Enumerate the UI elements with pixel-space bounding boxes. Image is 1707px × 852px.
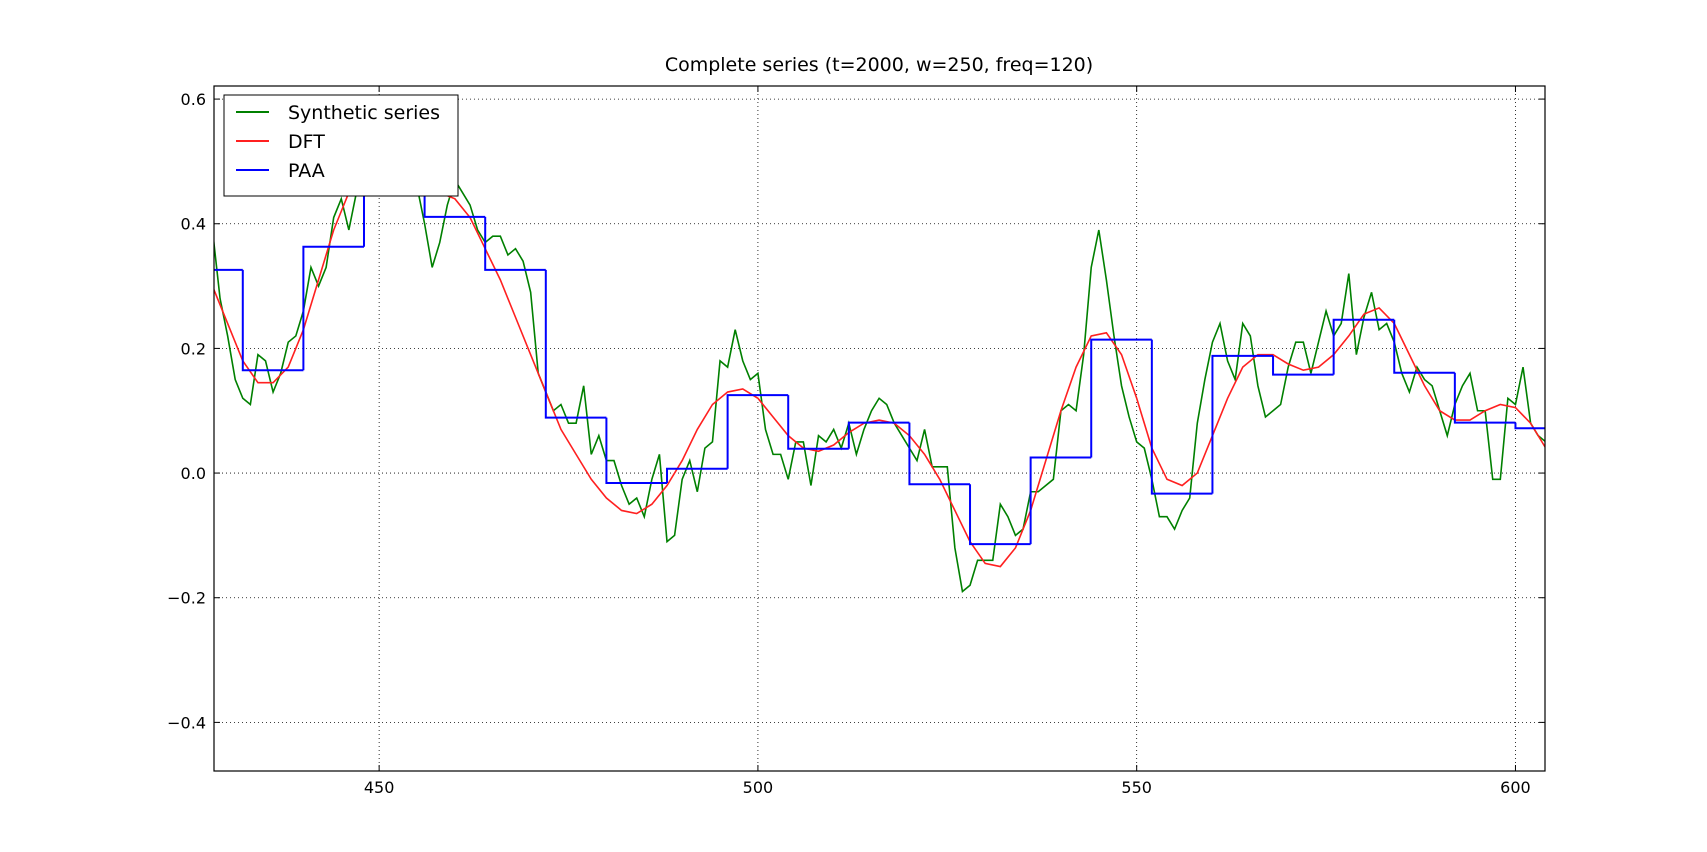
chart-title: Complete series (t=2000, w=250, freq=120… bbox=[665, 54, 1093, 76]
paa-step bbox=[1150, 339, 1213, 495]
paa-step bbox=[302, 245, 364, 371]
axes: 450 500 550 600 −0.4 −0.2 0.0 0.2 0.4 0.6 bbox=[167, 86, 1545, 797]
paa-step bbox=[787, 395, 849, 450]
paa-step bbox=[969, 484, 1031, 546]
legend-label: DFT bbox=[288, 131, 325, 153]
series-line bbox=[214, 179, 1545, 568]
plot-area bbox=[214, 172, 1545, 593]
paa-step bbox=[1332, 318, 1395, 375]
x-tick-label: 600 bbox=[1500, 778, 1531, 797]
x-tick-label: 500 bbox=[743, 778, 774, 797]
y-tick-label: −0.2 bbox=[167, 589, 206, 608]
paa-step bbox=[1393, 319, 1455, 374]
legend-label: PAA bbox=[288, 160, 325, 182]
paa-step bbox=[484, 216, 546, 271]
paa-step bbox=[726, 394, 789, 469]
paa-step bbox=[1453, 372, 1516, 424]
y-tick-label: 0.6 bbox=[181, 90, 206, 109]
x-tick-label: 450 bbox=[364, 778, 395, 797]
paa-step bbox=[241, 269, 304, 372]
paa-step bbox=[1514, 422, 1545, 430]
paa-step bbox=[908, 422, 971, 486]
paa-step bbox=[1272, 355, 1334, 376]
y-tick-label: −0.4 bbox=[167, 713, 206, 732]
y-tick-label: 0.0 bbox=[181, 464, 206, 483]
paa-step bbox=[544, 269, 607, 419]
x-tick-label: 550 bbox=[1121, 778, 1152, 797]
paa-step bbox=[1090, 338, 1152, 458]
paa-step bbox=[847, 421, 910, 449]
axes-frame bbox=[213, 85, 1546, 772]
legend: Synthetic series DFT PAA bbox=[223, 94, 459, 197]
y-tick-label: 0.2 bbox=[181, 339, 206, 358]
paa-step bbox=[1029, 456, 1092, 545]
y-tick-label: 0.4 bbox=[181, 215, 206, 234]
paa-step bbox=[605, 417, 668, 485]
legend-label: Synthetic series bbox=[288, 102, 440, 124]
paa-step bbox=[666, 467, 728, 484]
series-line bbox=[214, 172, 1545, 593]
paa-step bbox=[1211, 354, 1274, 494]
